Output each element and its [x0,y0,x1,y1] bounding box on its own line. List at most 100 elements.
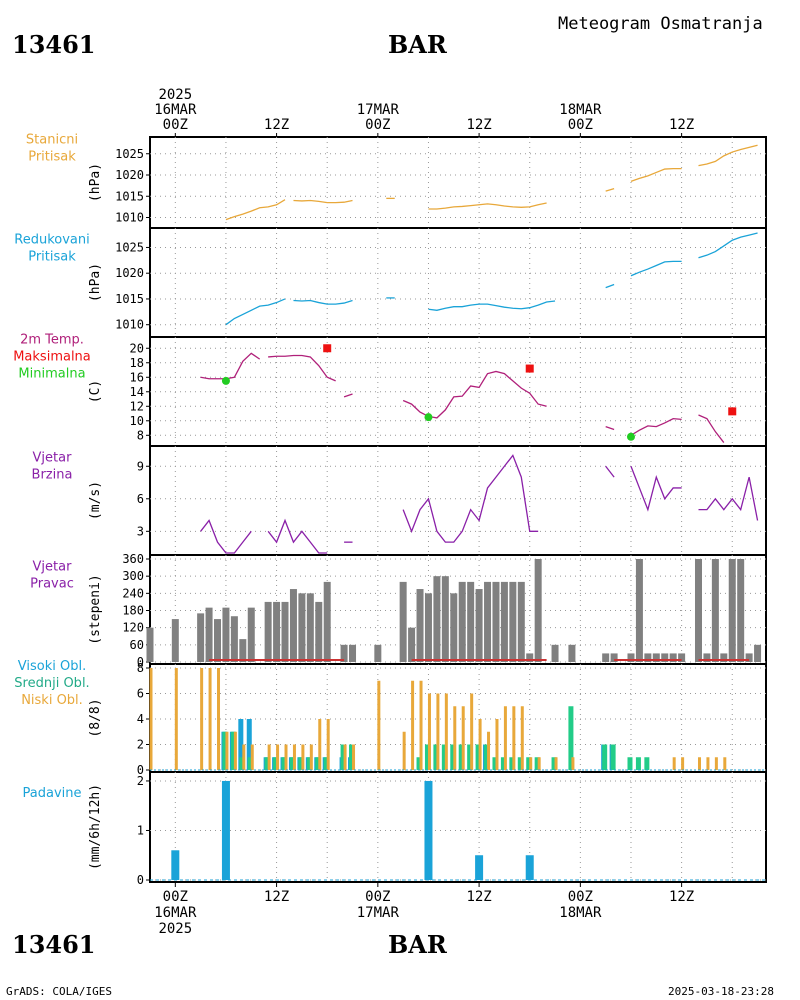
panel-label-precipitation: Padavine [23,786,82,801]
cloud-bar-niski-obl- [411,680,415,770]
cloud-bar-niski-obl- [208,668,212,770]
cloud-bar-srednji-obl- [230,731,236,770]
cloud-bar-niski-obl- [571,757,575,770]
wind-direction-bar [450,593,458,662]
cloud-bar-niski-obl- [200,668,204,770]
cloud-bar-niski-obl- [681,757,685,770]
time-label-bottom: 00Z [365,889,390,905]
cloud-bar-srednji-obl- [467,744,473,770]
y-tick-label: 10 [130,414,144,428]
y-axis-unit: (C) [88,380,103,403]
cloud-bar-niski-obl- [697,757,701,770]
y-tick-label: 20 [130,341,144,355]
cloud-bar-visoki-obl- [246,719,252,770]
y-tick-label: 18 [130,356,144,370]
cloud-bar-niski-obl- [554,757,558,770]
wind-speed-line [267,518,328,554]
cloud-bar-niski-obl- [174,668,178,770]
cloud-bar-srednji-obl- [306,757,312,770]
y-tick-label: 1015 [115,189,144,203]
panel-label-clouds: Visoki Obl. [18,659,86,674]
y-tick-label: 0 [137,655,144,669]
cloud-bar-srednji-obl- [349,744,355,770]
wind-direction-bar [754,644,762,662]
wind-direction-bar [399,581,407,662]
cloud-bar-niski-obl- [318,719,322,770]
cloud-bar-srednji-obl- [475,744,481,770]
y-tick-label: 180 [122,604,144,618]
cloud-bar-niski-obl- [242,744,246,770]
time-label-top: 00Z [365,117,390,133]
wind-direction-bar [484,581,492,662]
cloud-bar-niski-obl- [225,731,229,770]
wind-direction-bar [720,653,728,662]
y-axis-unit: (mm/6h/12h) [88,784,103,870]
cloud-bar-niski-obl- [301,744,305,770]
wind-direction-bar [374,644,382,662]
y-tick-label: 300 [122,569,144,583]
panel-frame-reduced-pressure [149,227,767,338]
time-label-bottom: 00Z [163,889,188,905]
wind-direction-bar [273,601,281,662]
wind-direction-bar [551,644,559,662]
cloud-bar-srednji-obl- [492,757,498,770]
y-tick-label: 8 [137,428,144,442]
wind-direction-bar [467,581,475,662]
y-tick-label: 12 [130,399,144,413]
y-tick-label: 1010 [115,211,144,225]
y-tick-label: 3 [137,524,144,538]
wind-direction-bar [222,607,230,662]
wind-direction-bar [323,581,331,662]
tmin-marker [626,432,635,441]
cloud-bar-niski-obl- [267,744,271,770]
cloud-bar-srednji-obl- [441,744,447,770]
time-label-bottom: 12Z [669,889,694,905]
wind-direction-bar [349,644,357,662]
wind-direction-bar [661,653,669,662]
y-axis-unit: (m/s) [88,481,103,520]
wind-direction-bar [408,627,416,662]
panel-label-station-pressure: Pritisak [28,150,76,165]
cloud-bar-srednji-obl- [627,757,633,770]
wind-direction-bar [340,644,348,662]
wind-direction-bar [669,653,677,662]
wind-direction-bar [458,581,466,662]
panel-label-wind-speed: Vjetar [33,451,73,466]
station-id-bottom: 13461 [12,930,96,959]
cloud-bar-niski-obl- [512,706,516,770]
wind-direction-bar [728,559,736,662]
cloud-bar-niski-obl- [706,757,710,770]
wind-direction-bar [711,559,719,662]
wind-direction-bar [416,589,424,662]
y-tick-label: 240 [122,586,144,600]
cloud-bar-srednji-obl- [323,757,329,770]
y-tick-label: 60 [130,638,144,652]
temperature-line [200,352,261,380]
y-axis-unit: (8/8) [88,698,103,737]
y-tick-label: 2 [137,774,144,788]
panel-label-clouds: Srednji Obl. [14,676,89,691]
tmin-marker [424,413,433,422]
wind-direction-bar [171,619,179,662]
wind-speed-line [200,519,252,554]
cloud-bar-niski-obl- [149,668,153,770]
wind-direction-bar [644,653,652,662]
cloud-bar-niski-obl- [529,757,533,770]
time-label-bottom: 00Z [568,889,593,905]
wind-direction-bar [745,653,753,662]
wind-direction-bar [500,581,508,662]
panel-label-temperature: Minimalna [18,367,85,382]
wind-direction-bar [239,639,247,662]
time-label-top: 00Z [163,117,188,133]
cloud-bar-srednji-obl- [340,744,346,770]
cloud-bar-srednji-obl- [315,757,321,770]
time-label-top: 12Z [466,117,491,133]
y-tick-label: 1025 [115,147,144,161]
cloud-bar-niski-obl- [276,744,280,770]
wind-direction-bar [197,613,205,662]
cloud-bar-srednji-obl- [484,744,490,770]
y-tick-label: 1010 [115,318,144,332]
station-pressure-line [605,187,615,192]
reduced-pressure-line [605,283,615,289]
